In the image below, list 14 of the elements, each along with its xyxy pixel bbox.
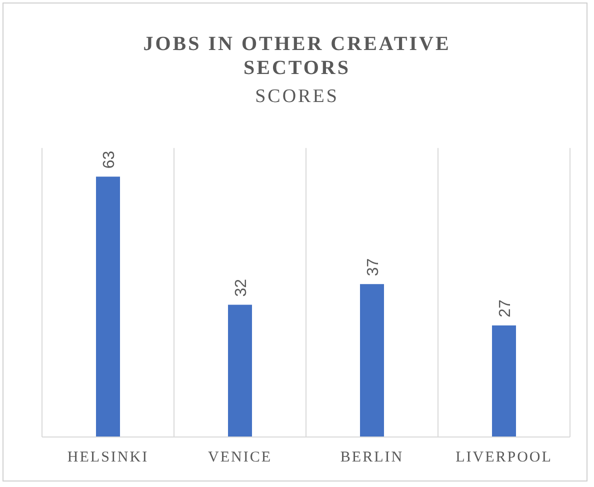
data-label: 27 xyxy=(497,300,514,318)
x-tick-label: VENICE xyxy=(208,450,272,466)
data-label: 37 xyxy=(365,258,382,276)
bar xyxy=(360,284,384,437)
x-tick-label: HELSINKI xyxy=(67,450,149,466)
bar xyxy=(228,304,252,437)
data-label: 32 xyxy=(233,278,250,297)
chart-subtitle: SCORES xyxy=(255,86,339,107)
bar xyxy=(96,176,120,437)
x-tick-label: BERLIN xyxy=(340,450,404,466)
data-label: 63 xyxy=(101,150,118,169)
x-tick-label: LIVERPOOL xyxy=(456,450,552,466)
bar xyxy=(492,325,516,437)
chart-title: JOBS IN OTHER CREATIVE SECTORS xyxy=(143,33,451,79)
